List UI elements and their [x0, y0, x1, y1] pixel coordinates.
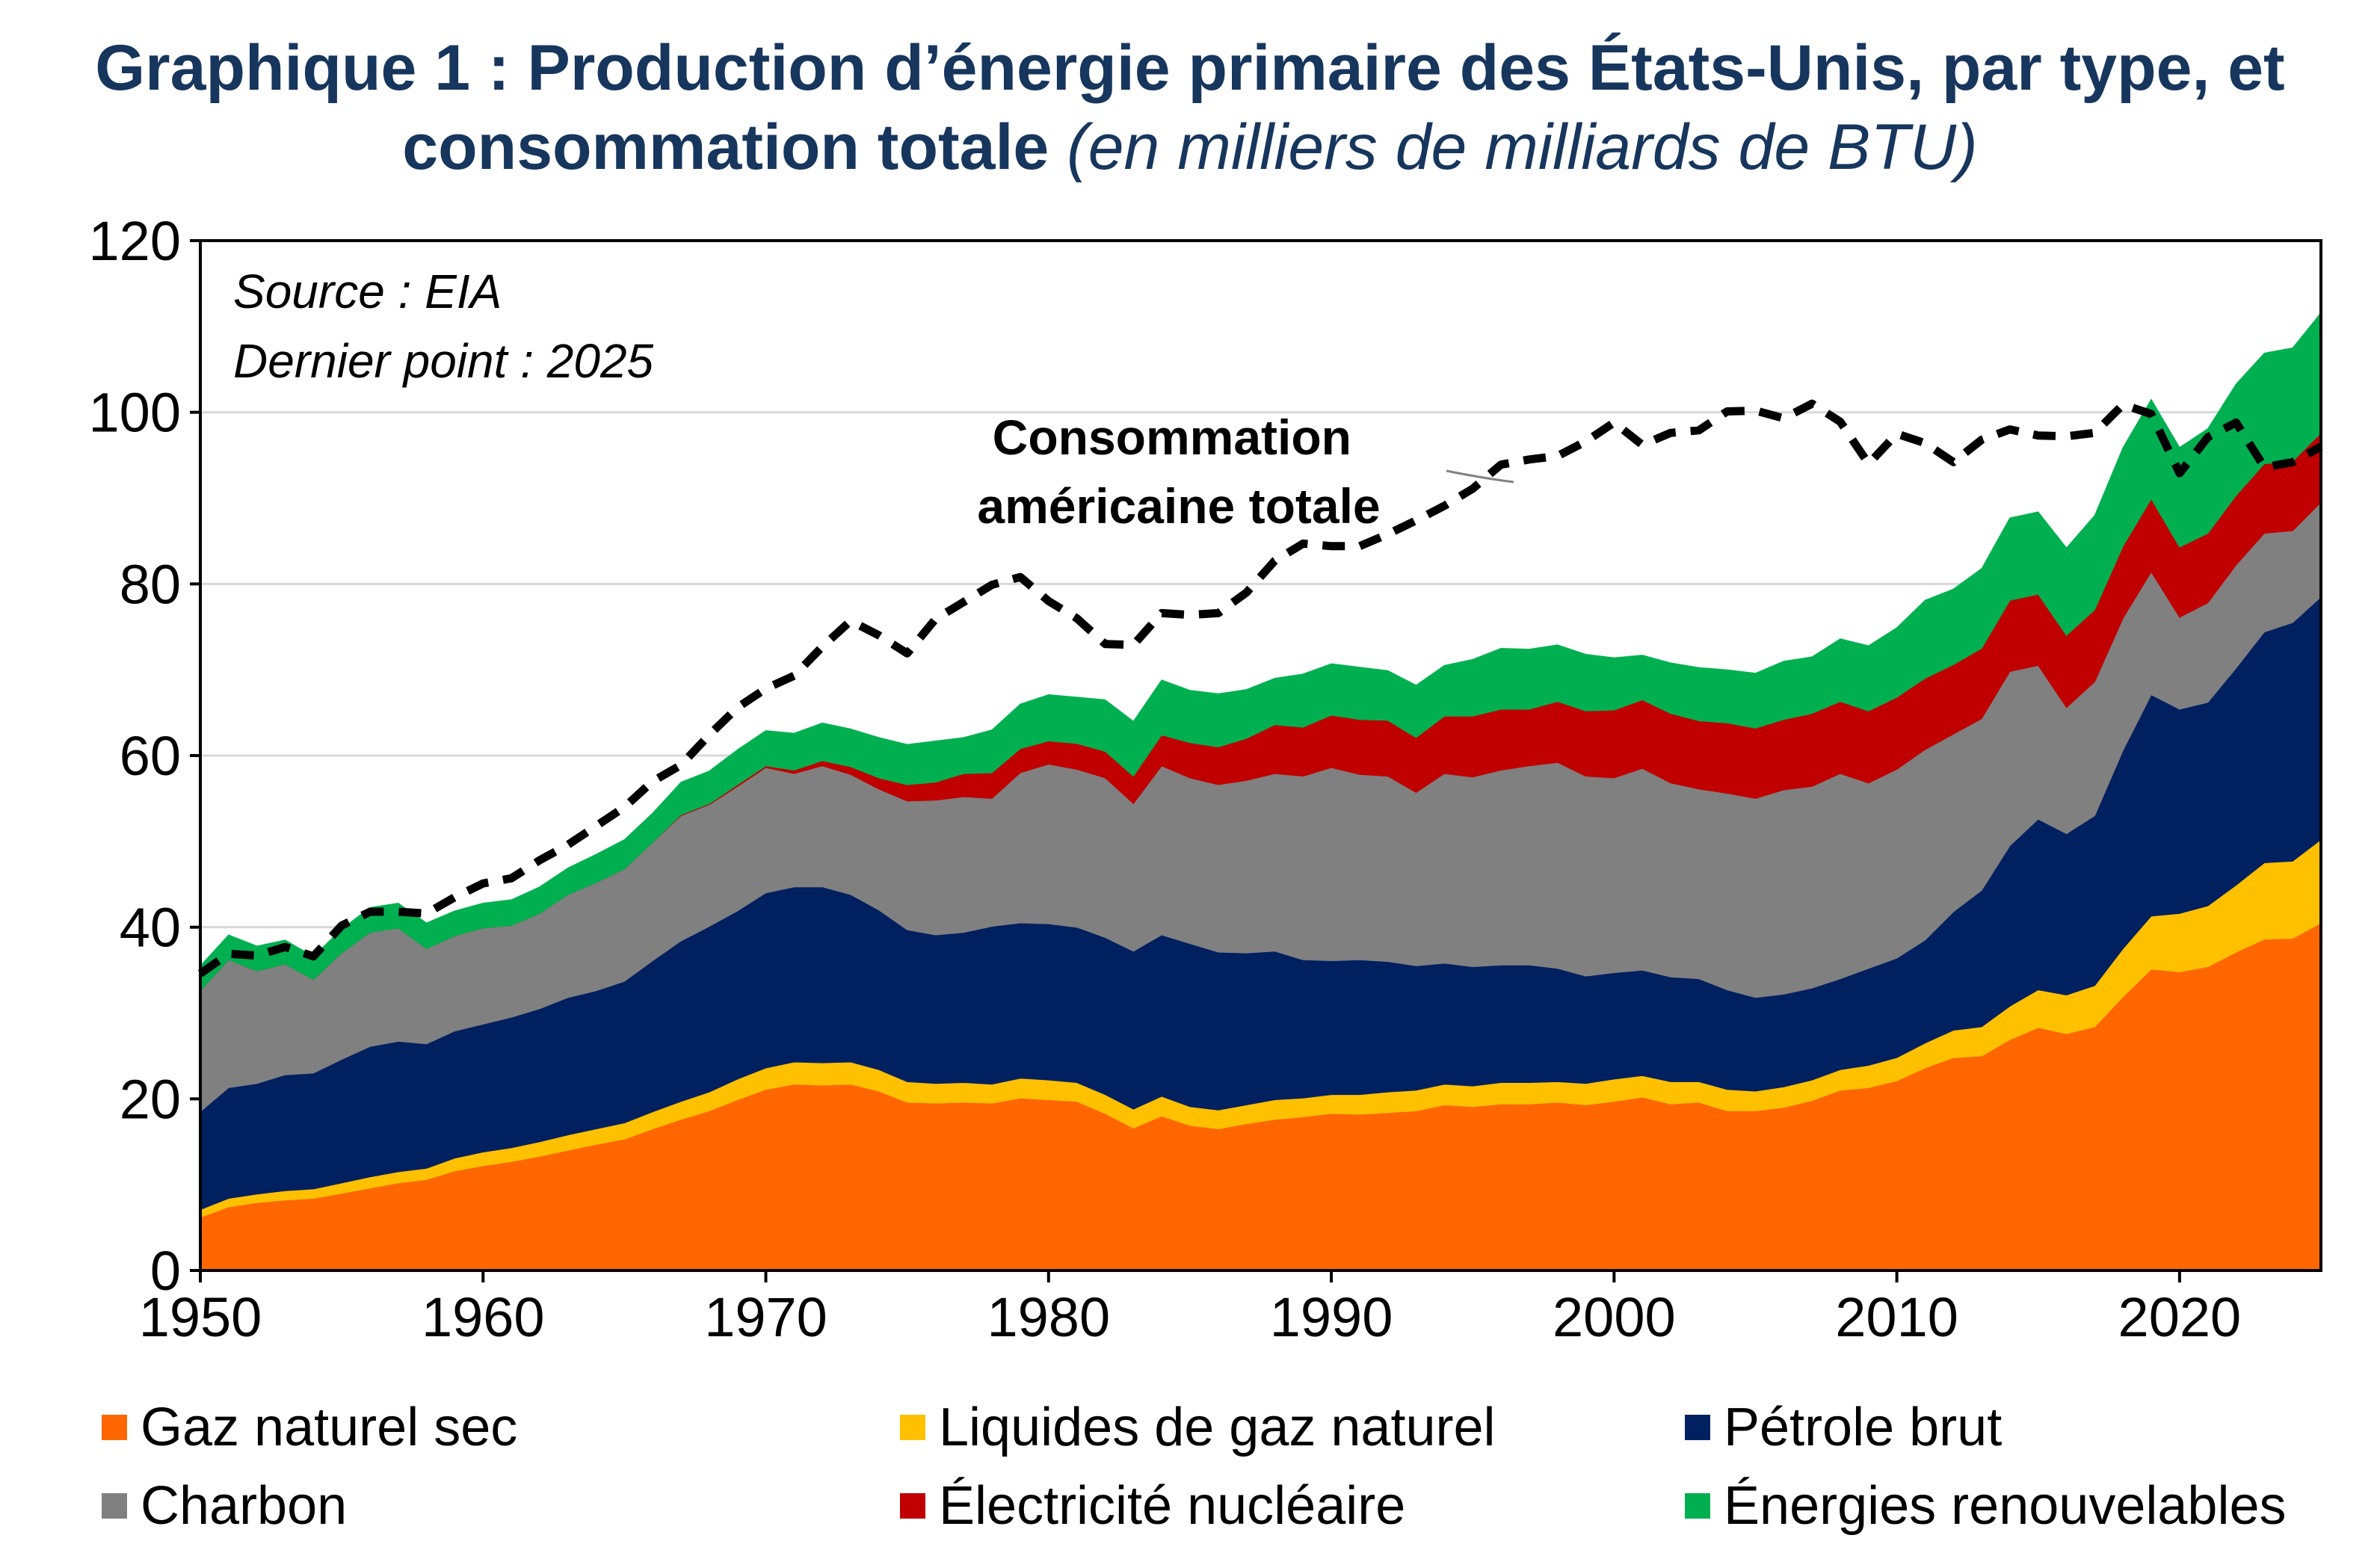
x-axis: 1950 1960 1970 1980 1990 2000 2010 2020 — [139, 1270, 2241, 1348]
x-tick-label: 1950 — [139, 1286, 262, 1348]
x-tick-label: 2000 — [1553, 1286, 1676, 1348]
legend-label: Électricité nucléaire — [939, 1476, 1406, 1536]
legend-item-liquides-gaz-naturel: Liquides de gaz naturel — [900, 1398, 1496, 1457]
last-point-note: Dernier point : 2025 — [233, 334, 654, 388]
annotation-line-2: américaine totale — [977, 478, 1380, 534]
y-tick-label: 100 — [89, 382, 181, 444]
x-tick-label: 1980 — [987, 1286, 1110, 1348]
legend-label: Gaz naturel sec — [141, 1398, 518, 1457]
annotation-leader-line — [1446, 469, 1514, 484]
x-tick-label: 1960 — [422, 1286, 545, 1348]
y-tick-label: 60 — [120, 725, 181, 787]
y-tick-label: 20 — [120, 1068, 181, 1130]
legend-label: Énergies renouvelables — [1724, 1476, 2287, 1536]
y-tick-label: 40 — [120, 897, 181, 959]
legend-swatch — [1685, 1415, 1710, 1440]
legend-label: Charbon — [141, 1476, 348, 1536]
annotation-line-1: Consommation — [993, 410, 1351, 465]
title-main: Graphique 1 : Production d’énergie prima… — [95, 32, 2285, 183]
chart-title: Graphique 1 : Production d’énergie prima… — [0, 28, 2380, 187]
legend-item-petrole-brut: Pétrole brut — [1685, 1398, 2002, 1457]
consumption-line — [197, 399, 2323, 978]
x-tick-label: 2020 — [2118, 1286, 2242, 1348]
legend-label: Pétrole brut — [1724, 1398, 2003, 1457]
y-tick-label: 120 — [89, 210, 181, 272]
legend-swatch — [102, 1493, 127, 1519]
legend-swatch — [900, 1415, 925, 1440]
y-tick-label: 80 — [120, 553, 181, 615]
legend-swatch — [900, 1493, 925, 1519]
legend-swatch — [1685, 1493, 1710, 1519]
y-axis: 0 20 40 60 80 100 120 — [89, 210, 200, 1302]
source-note: Source : EIA — [233, 265, 502, 318]
x-tick-label: 1990 — [1270, 1286, 1393, 1348]
legend-label: Liquides de gaz naturel — [939, 1398, 1496, 1457]
x-tick-label: 2010 — [1835, 1286, 1958, 1348]
legend-item-gaz-naturel-sec: Gaz naturel sec — [102, 1398, 517, 1457]
y-tick-label: 0 — [150, 1240, 181, 1302]
legend-swatch — [102, 1415, 127, 1440]
x-tick-label: 1970 — [704, 1286, 827, 1348]
legend-item-energies-renouvelables: Énergies renouvelables — [1685, 1476, 2286, 1536]
legend-item-charbon: Charbon — [102, 1476, 347, 1536]
consumption-line-group — [197, 399, 2323, 978]
title-unit: (en milliers de milliards de BTU) — [1067, 111, 1978, 183]
consumption-annotation: Consommation américaine totale — [977, 410, 1380, 534]
legend-item-electricite-nucleaire: Électricité nucléaire — [900, 1476, 1405, 1536]
